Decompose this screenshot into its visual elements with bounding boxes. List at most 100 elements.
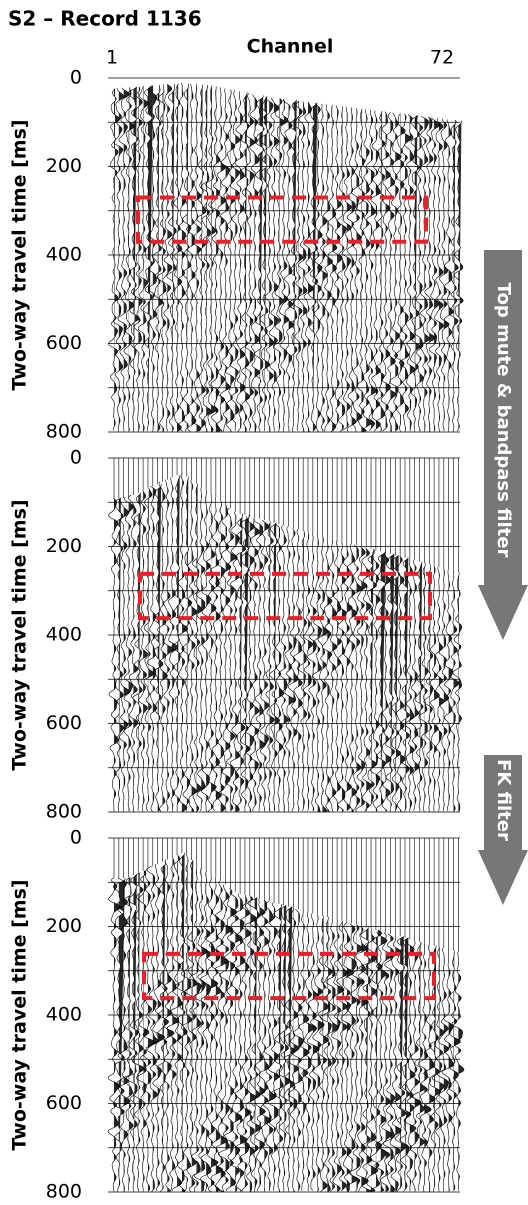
trace xyxy=(189,863,202,1193)
trace-fill xyxy=(181,83,186,432)
trace xyxy=(137,86,149,432)
trace-fill xyxy=(177,475,182,812)
trace-fill xyxy=(443,118,450,433)
trace xyxy=(156,84,167,432)
trace xyxy=(428,945,441,1192)
trace-fill xyxy=(434,945,441,1192)
trace-fill xyxy=(235,891,243,1192)
trace-fill xyxy=(375,930,383,1192)
trace xyxy=(379,932,393,1191)
trace xyxy=(215,87,227,432)
trace xyxy=(279,98,290,433)
trace xyxy=(135,870,150,1192)
trace xyxy=(177,472,189,813)
trace-fill xyxy=(133,875,139,1192)
trace xyxy=(361,547,372,812)
trace xyxy=(389,112,402,432)
trace-fill xyxy=(172,83,177,433)
trace xyxy=(191,483,203,813)
trace-fill xyxy=(215,877,223,1192)
trace-fill xyxy=(458,120,464,432)
trace xyxy=(181,83,192,432)
trace-fill xyxy=(385,552,392,812)
trace xyxy=(341,106,352,432)
trace xyxy=(297,101,308,432)
trace xyxy=(108,497,120,812)
trace xyxy=(292,908,304,1192)
trace xyxy=(424,116,436,433)
trace-fill xyxy=(274,522,280,812)
trace-fill xyxy=(191,480,198,812)
trace xyxy=(443,569,454,812)
trace xyxy=(184,859,198,1192)
trace xyxy=(117,87,130,432)
trace xyxy=(259,519,270,812)
trace xyxy=(423,944,436,1192)
trace-fill xyxy=(429,944,436,1192)
trace xyxy=(359,109,373,432)
trace xyxy=(234,91,246,433)
trace xyxy=(119,497,130,812)
trace xyxy=(228,891,243,1192)
trace-fill xyxy=(114,88,120,432)
trace xyxy=(369,929,383,1192)
trace xyxy=(345,923,358,1193)
trace-fill xyxy=(409,114,416,432)
trace xyxy=(127,86,140,432)
trace xyxy=(370,110,381,432)
trace xyxy=(120,876,134,1191)
trace xyxy=(438,568,450,812)
trace xyxy=(301,911,316,1191)
arrow-label: Top mute & bandpass filter xyxy=(493,283,514,558)
trace xyxy=(253,518,266,812)
y-tick-label: 600 xyxy=(46,332,82,354)
trace xyxy=(132,492,143,811)
trace xyxy=(244,93,255,431)
trace xyxy=(152,863,165,1192)
trace xyxy=(317,103,328,431)
trace-fill xyxy=(448,949,454,1192)
trace xyxy=(400,557,410,812)
trace-fill xyxy=(332,105,337,432)
trace xyxy=(145,865,159,1192)
trace xyxy=(265,521,275,811)
trace xyxy=(196,84,207,432)
trace xyxy=(312,103,323,432)
trace xyxy=(209,497,222,812)
trace-fill xyxy=(361,546,367,812)
trace-fill xyxy=(283,525,289,812)
trace-fill xyxy=(186,476,192,812)
trace-fill xyxy=(337,919,345,1192)
trace xyxy=(312,534,323,812)
trace-fill xyxy=(225,504,231,812)
trace xyxy=(451,952,465,1191)
trace-fill xyxy=(128,877,134,1192)
trace xyxy=(112,88,125,432)
trace xyxy=(448,950,461,1191)
trace-fill xyxy=(385,111,391,432)
trace-fill xyxy=(327,917,333,1192)
trace-fill xyxy=(453,570,460,812)
trace-fill xyxy=(361,108,367,432)
trace-fill xyxy=(288,906,296,1192)
trace xyxy=(195,486,206,812)
trace xyxy=(283,99,295,432)
trace xyxy=(434,118,444,432)
trace xyxy=(215,500,226,812)
highlight-box xyxy=(136,195,428,244)
y-tick-label: 0 xyxy=(70,447,82,469)
trace-fill xyxy=(312,913,320,1192)
trace xyxy=(229,511,241,812)
trace xyxy=(434,566,445,812)
trace-fill xyxy=(138,872,144,1192)
y-tick-label: 800 xyxy=(46,421,82,443)
trace-fill xyxy=(177,855,183,1192)
trace xyxy=(439,118,450,431)
trace-fill xyxy=(288,526,295,812)
trace xyxy=(253,898,266,1192)
trace xyxy=(273,98,285,432)
arrow-label: FK filter xyxy=(493,759,514,841)
trace xyxy=(413,561,424,811)
trace-fill xyxy=(317,103,323,432)
trace-fill xyxy=(123,87,130,433)
